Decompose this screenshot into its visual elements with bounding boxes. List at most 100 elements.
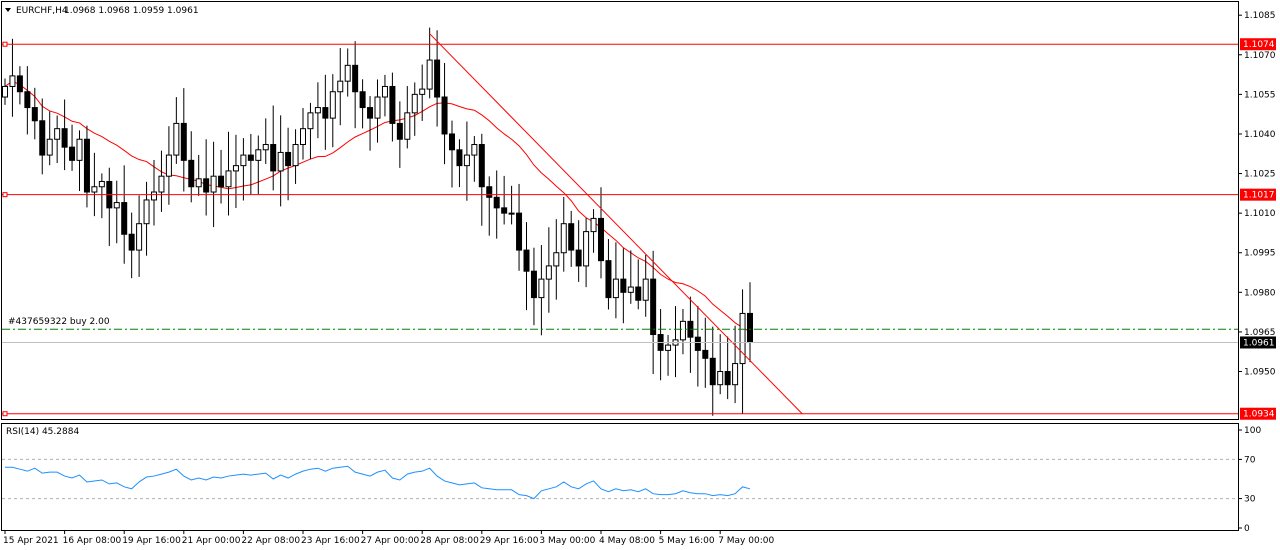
candle <box>449 120 455 188</box>
candle <box>91 152 98 217</box>
candle <box>9 38 16 117</box>
level-price-label: 1.1074 <box>1243 40 1275 50</box>
candle <box>292 129 299 184</box>
rsi-tick-label: 0 <box>1244 524 1250 534</box>
price-tick-label: 1.1010 <box>1244 209 1276 219</box>
time-tick-label: 16 Apr 08:00 <box>63 536 122 546</box>
candle <box>434 30 441 127</box>
candle <box>46 111 53 166</box>
order-line-label: #437659322 buy 2.00 <box>8 317 110 327</box>
price-tick-label: 1.1085 <box>1244 11 1276 21</box>
candle <box>396 101 403 168</box>
candle <box>404 86 411 149</box>
price-tick-label: 1.1055 <box>1244 90 1276 100</box>
candle <box>262 118 269 165</box>
candle <box>98 173 105 219</box>
candle <box>493 170 500 239</box>
axes-layer: 1.1085 1.1070 1.1055 1.1040 1.1025 1.1010 1.09… <box>3 11 1276 546</box>
price-tick-label: 1.0995 <box>1244 249 1276 259</box>
time-tick-label: 28 Apr 08:00 <box>420 536 479 546</box>
candle <box>352 41 359 129</box>
candle <box>642 254 649 317</box>
candle <box>486 176 493 236</box>
candle <box>314 82 321 139</box>
candle <box>553 219 560 300</box>
candle <box>560 196 567 272</box>
time-tick-label: 27 Apr 00:00 <box>361 536 420 546</box>
candle <box>441 62 448 165</box>
candle <box>322 74 329 150</box>
candle <box>232 134 239 209</box>
price-tick-label: 1.1070 <box>1244 51 1276 61</box>
candle <box>508 185 515 225</box>
time-tick-label: 21 Apr 00:00 <box>182 536 241 546</box>
candle <box>128 212 135 279</box>
candle <box>709 326 716 416</box>
candle <box>598 187 604 279</box>
trendline[interactable] <box>429 33 803 415</box>
levels-layer: 1.1074 1.1017 1.0934 1.0961 <box>2 33 1276 420</box>
candle <box>694 305 701 387</box>
candle <box>635 259 642 310</box>
time-tick-label: 7 May 00:00 <box>718 536 774 546</box>
candle <box>203 139 210 216</box>
level-price-label: 1.0934 <box>1243 410 1275 420</box>
candle <box>516 183 523 271</box>
candles-layer <box>2 27 753 416</box>
candle <box>270 105 277 191</box>
rsi-title: RSI(14) 45.2884 <box>6 427 79 437</box>
level-handle[interactable] <box>2 41 8 47</box>
candle <box>180 88 187 192</box>
candle <box>173 97 180 164</box>
candle <box>113 180 120 244</box>
candle <box>501 175 508 225</box>
candle <box>381 74 388 117</box>
candle <box>456 139 463 188</box>
candle <box>188 131 195 203</box>
candle <box>679 308 686 355</box>
candle <box>158 150 165 212</box>
candle <box>650 250 657 374</box>
candle <box>367 96 374 151</box>
candle <box>344 48 351 97</box>
rsi-tick-label: 30 <box>1244 495 1256 505</box>
candle <box>210 141 217 228</box>
price-tick-label: 1.1025 <box>1244 170 1276 180</box>
candle <box>463 121 470 201</box>
current-price-label: 1.0961 <box>1243 338 1275 348</box>
candle <box>702 317 709 388</box>
candle <box>590 209 597 253</box>
candle <box>300 107 306 160</box>
candle <box>247 133 254 195</box>
time-tick-label: 3 May 00:00 <box>539 536 595 546</box>
level-handle[interactable] <box>2 192 8 198</box>
candle <box>732 325 739 404</box>
candle <box>143 181 150 256</box>
price-tick-label: 1.0965 <box>1244 328 1276 338</box>
candle <box>285 127 292 201</box>
time-tick-label: 23 Apr 16:00 <box>301 536 360 546</box>
price-tick-label: 1.1040 <box>1244 130 1276 140</box>
collapse-arrow-icon[interactable] <box>5 8 11 12</box>
current-price-badge <box>1240 336 1276 349</box>
candle <box>31 87 38 140</box>
candle <box>665 334 672 376</box>
candle <box>136 195 143 277</box>
rsi-tick-label: 70 <box>1244 455 1256 465</box>
candle <box>627 250 634 304</box>
level-handle[interactable] <box>2 411 8 417</box>
time-tick-label: 4 May 08:00 <box>599 536 655 546</box>
candle <box>277 115 284 207</box>
candle <box>575 220 582 282</box>
candle <box>16 66 23 105</box>
candle <box>61 99 68 171</box>
candle <box>39 98 46 175</box>
candle <box>389 72 396 142</box>
rsi-layer <box>2 458 1238 500</box>
candle <box>411 82 418 136</box>
rsi-line <box>5 465 751 500</box>
level-price-badge <box>1240 407 1276 420</box>
candle <box>478 133 485 226</box>
rsi-tick-label: 100 <box>1244 426 1261 436</box>
time-tick-label: 19 Apr 16:00 <box>122 536 181 546</box>
